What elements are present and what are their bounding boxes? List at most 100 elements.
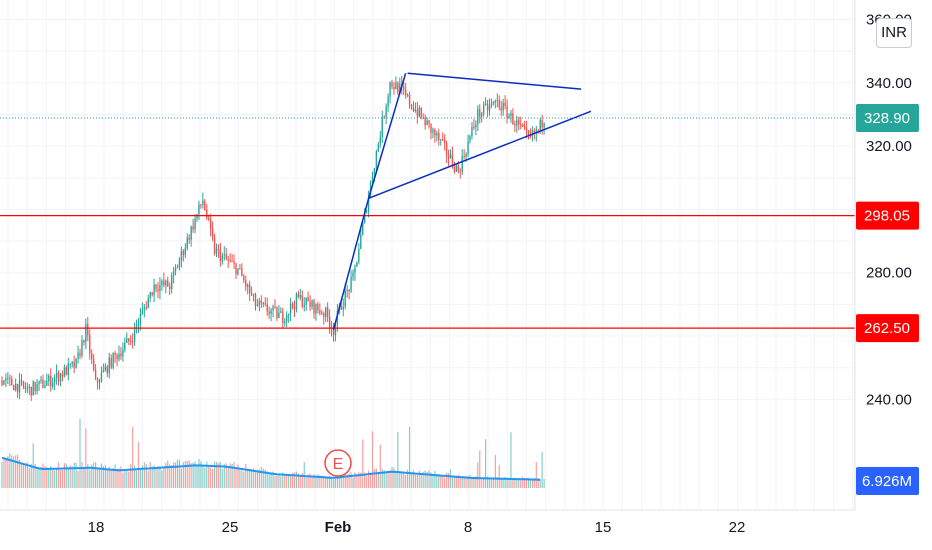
volume-bar: [149, 462, 151, 488]
volume-bar: [264, 469, 266, 488]
volume-bar: [358, 472, 360, 488]
candle-body: [161, 280, 163, 285]
volume-bar: [56, 467, 58, 488]
volume-bar: [405, 474, 407, 488]
volume-bar: [85, 428, 87, 488]
volume-bar: [110, 470, 112, 488]
volume-bar: [227, 467, 229, 488]
candle-body: [270, 310, 272, 314]
volume-bar: [520, 480, 522, 488]
volume-bar: [206, 461, 208, 488]
volume-bar: [34, 463, 36, 488]
candle-body: [514, 124, 516, 126]
candle-body: [490, 103, 493, 106]
candle-body: [420, 108, 422, 118]
candle-body: [443, 139, 446, 144]
volume-bar: [399, 472, 401, 488]
volume-bar: [506, 478, 508, 488]
candle-body: [202, 200, 204, 205]
candle-body: [24, 386, 27, 389]
candle-body: [200, 204, 202, 206]
volume-bar: [500, 479, 502, 488]
volume-bar: [171, 464, 173, 488]
candle-body: [381, 116, 383, 138]
volume-bar: [57, 462, 60, 488]
candle-body: [430, 123, 432, 133]
candle-body: [133, 326, 136, 342]
candle-body: [289, 303, 292, 314]
candle-body: [245, 280, 247, 287]
volume-bar: [229, 463, 231, 488]
candle-body: [406, 94, 409, 96]
candle-body: [455, 165, 458, 172]
candle-body: [410, 104, 413, 108]
volume-bar: [100, 463, 103, 488]
candle-body: [79, 352, 81, 356]
candle-body: [206, 209, 208, 218]
candle-body: [488, 105, 491, 111]
candle-body: [323, 313, 325, 317]
volume-bar: [442, 474, 444, 488]
candle-body: [180, 251, 183, 261]
volume-bar: [95, 462, 97, 488]
level-badge-box: [856, 314, 919, 343]
volume-bar: [447, 473, 450, 488]
candle-body: [512, 113, 514, 125]
candle-body: [504, 102, 506, 107]
volume-bar: [9, 453, 11, 488]
candle-body: [535, 129, 537, 134]
candle-body: [346, 289, 348, 292]
candle-body: [375, 151, 378, 169]
candle-body: [92, 358, 95, 371]
grid-lines: [0, 0, 855, 510]
candle-body: [131, 341, 134, 343]
volume-bar: [75, 462, 77, 488]
time-axis[interactable]: 18 25 Feb 8 15 22: [88, 519, 746, 536]
candle-body: [436, 133, 438, 136]
volume-bar: [537, 478, 539, 488]
candle-body: [75, 358, 77, 368]
candle-body: [307, 297, 309, 302]
candle-body: [53, 377, 56, 383]
volume-bar: [147, 470, 149, 488]
volume-bar: [276, 475, 278, 488]
candle-body: [91, 353, 93, 359]
candle-body: [475, 124, 477, 128]
candle-body: [498, 99, 500, 108]
volume-bar: [428, 470, 430, 488]
trend-line-impulse-upper: [367, 73, 407, 199]
candle-body: [537, 129, 539, 131]
candle-body: [365, 211, 368, 213]
candle-body: [26, 387, 29, 389]
volume-bar: [81, 461, 83, 488]
price-axis-badges: 328.90 298.05 262.50 6.926M: [856, 103, 919, 495]
candle-body: [83, 340, 85, 343]
volume-bar: [403, 472, 405, 488]
currency-selector[interactable]: INR: [876, 18, 912, 48]
candle-body: [313, 300, 315, 314]
price-axis-tick-label: 320.00: [866, 138, 912, 155]
candle-body: [22, 381, 25, 387]
volume-bar: [455, 477, 457, 488]
volume-bar: [190, 463, 192, 488]
volume-bar: [89, 469, 91, 488]
candle-body: [276, 307, 278, 319]
trend-lines[interactable]: [332, 72, 592, 330]
candle-body: [309, 301, 311, 307]
volume-bar: [114, 464, 116, 488]
time-axis-tick-label: 15: [595, 519, 612, 536]
candle-body: [264, 302, 266, 305]
volume-bar: [430, 472, 432, 488]
volume-bar: [122, 472, 124, 488]
candle-body: [237, 268, 239, 275]
volume-bar: [496, 477, 498, 488]
volume-bar: [338, 477, 340, 488]
earnings-marker[interactable]: E: [324, 449, 352, 477]
volume-bar: [438, 473, 440, 488]
volume-bar: [71, 466, 73, 488]
candle-body: [274, 306, 276, 308]
candle-body: [213, 237, 216, 254]
volume-bar: [272, 471, 274, 488]
candle-body: [481, 113, 483, 117]
